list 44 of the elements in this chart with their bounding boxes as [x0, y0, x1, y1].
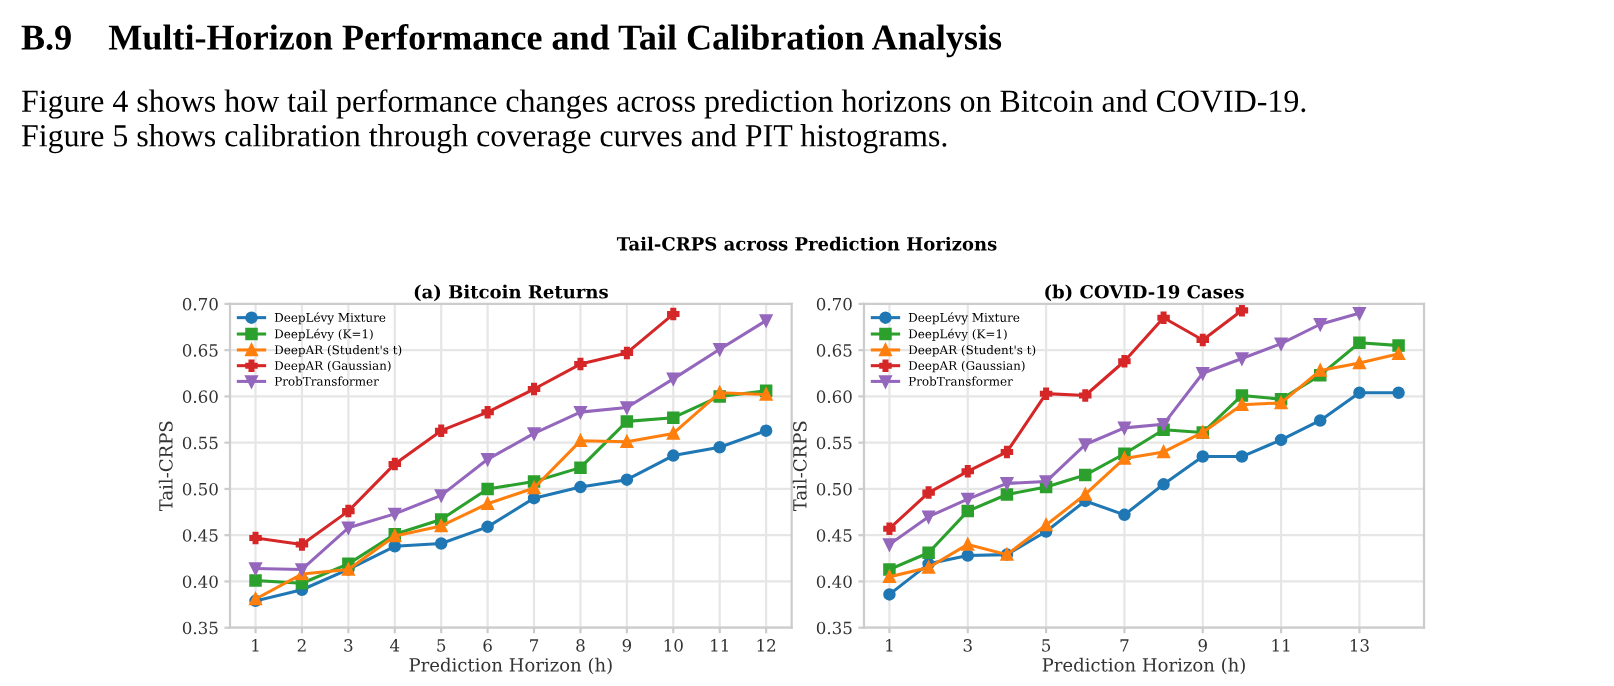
y-tick-label: 0.40	[816, 575, 852, 588]
x-tick-label: 13	[1350, 639, 1369, 652]
y-tick-label: 0.70	[816, 297, 852, 311]
y-axis-title: Tail-CRPS	[792, 421, 807, 512]
y-tick-label: 0.55	[816, 436, 852, 450]
x-tick-label: 9	[622, 639, 632, 652]
y-tick-label: 0.55	[182, 436, 218, 450]
x-axis-title: Prediction Horizon (h)	[1042, 657, 1245, 675]
y-axis-title: Tail-CRPS	[158, 421, 173, 512]
text: B.9 Multi-Horizon Performance and Tail Calibration Analysis	[21, 24, 1002, 58]
y-tick-label: 0.50	[816, 482, 852, 496]
y-tick-label: 0.45	[816, 529, 852, 542]
y-tick-label: 0.65	[816, 344, 852, 357]
x-tick-label: 12	[757, 639, 776, 652]
y-tick-label: 0.35	[182, 621, 218, 635]
x-tick-label: 6	[483, 639, 492, 652]
y-tick-label: 0.60	[182, 390, 218, 403]
y-tick-label: 0.45	[182, 529, 218, 542]
y-tick-label: 0.70	[182, 297, 218, 311]
x-tick-label: 2	[297, 639, 306, 652]
x-tick-label: 9	[1198, 639, 1207, 652]
x-axis-title: Prediction Horizon (h)	[409, 657, 612, 675]
x-tick-label: 7	[530, 639, 539, 652]
x-tick-label: 7	[1120, 639, 1129, 652]
y-tick-label: 0.60	[816, 390, 852, 403]
x-tick-label: 5	[437, 639, 446, 652]
x-tick-label: 8	[576, 639, 585, 652]
x-tick-label: 11	[1272, 639, 1290, 652]
x-tick-label: 11	[711, 639, 728, 652]
y-tick-label: 0.40	[182, 575, 218, 588]
x-tick-label: 1	[252, 639, 259, 652]
x-tick-label: 10	[664, 639, 683, 652]
chart-title: (a) Bitcoin Returns	[414, 284, 608, 302]
x-tick-label: 5	[1042, 639, 1051, 652]
x-tick-label: 3	[963, 639, 972, 652]
y-tick-label: 0.50	[182, 482, 218, 496]
y-tick-label: 0.65	[182, 344, 218, 357]
x-tick-label: 3	[344, 639, 353, 652]
caption: Figure 4 shows how tail performance changes across prediction horizons on Bitcoin and COVID-19. Figure 5 shows calibration through coverage curves and PIT histograms.	[21, 89, 1306, 154]
chart-title: (b) COVID-19 Cases	[1045, 284, 1244, 302]
y-tick-label: 0.35	[816, 621, 852, 635]
x-tick-label: 1	[886, 639, 893, 652]
text: Tail-CRPS across Prediction Horizons	[616, 236, 997, 251]
x-tick-label: 4	[389, 639, 400, 652]
